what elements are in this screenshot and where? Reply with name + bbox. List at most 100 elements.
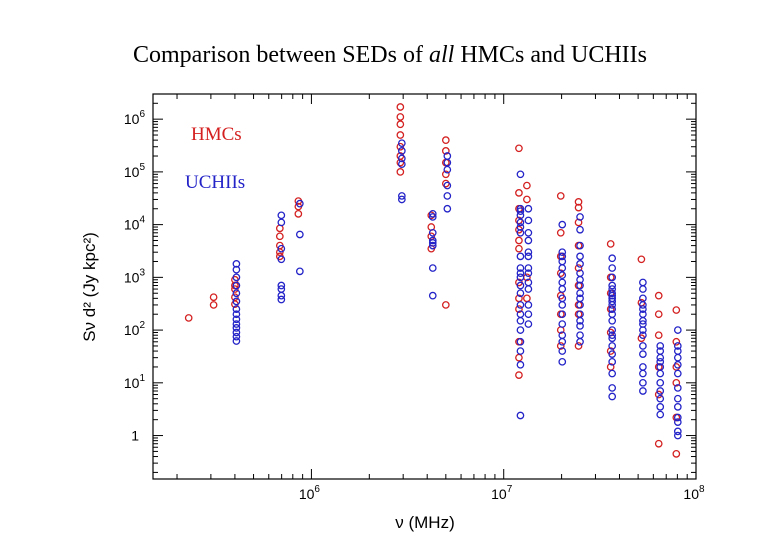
uchiis-point [295, 230, 304, 239]
uchiis-point [277, 295, 286, 304]
uchiis-point [656, 387, 665, 395]
uchiis-point [608, 301, 617, 309]
x-tick-exponent: 8 [699, 484, 705, 495]
uchiis-point [232, 265, 241, 274]
uchiis-point [524, 264, 533, 272]
y-tick-label: 103 [124, 267, 146, 285]
uchiis-point [608, 384, 617, 392]
legend-hmcs: HMCs [191, 124, 242, 145]
hmcs-point [184, 314, 193, 322]
uchiis-point [232, 328, 241, 337]
x-tick-base: 10 [683, 486, 699, 502]
uchiis-point [576, 241, 584, 250]
uchiis-point [558, 264, 567, 272]
hmcs-point [515, 236, 523, 245]
uchiis-point [656, 342, 665, 350]
hmcs-point [672, 337, 681, 346]
uchiis-point [232, 332, 241, 341]
x-tick-base: 10 [299, 486, 315, 502]
uchiis-point [524, 310, 533, 319]
uchiis-point [516, 337, 525, 346]
hmcs-point [574, 264, 583, 272]
uchiis-point [558, 337, 567, 346]
uchiis-point [608, 331, 617, 340]
y-tick-exponent: 6 [139, 109, 145, 120]
y-tick-exponent: 1 [139, 373, 145, 384]
uchiis-point [232, 297, 241, 306]
y-tick-label: 104 [124, 215, 146, 233]
hmcs-point [275, 232, 284, 241]
uchiis-point [639, 305, 647, 313]
hmcs-point [654, 310, 663, 319]
uchiis-point [397, 139, 406, 148]
hmcs-point [556, 228, 565, 237]
uchiis-point [524, 269, 533, 278]
x-tick-label: 107 [491, 484, 513, 502]
x-tick-exponent: 6 [314, 484, 320, 495]
uchiis-point [639, 326, 647, 334]
uchiis-point [524, 320, 533, 328]
y-tick-base: 10 [124, 322, 140, 338]
hmcs-point [574, 203, 583, 212]
uchiis-point [656, 410, 665, 419]
uchiis-point [277, 281, 286, 290]
uchiis-point [558, 220, 567, 229]
hmcs-point [556, 342, 565, 350]
uchiis-point [608, 281, 617, 290]
uchiis-point [673, 413, 682, 422]
hmcs-point [441, 170, 450, 179]
x-tick-base: 10 [491, 486, 507, 502]
uchiis-point [558, 347, 567, 355]
hmcs-point [654, 439, 663, 448]
uchiis-point [656, 353, 665, 362]
hmcs-point [654, 331, 663, 340]
uchiis-point [232, 315, 241, 324]
uchiis-point [397, 192, 406, 200]
uchiis-point [295, 199, 304, 208]
uchiis-point [232, 281, 241, 290]
uchiis-point [576, 289, 584, 298]
uchiis-point [232, 324, 241, 332]
legend-uchiis: UCHIIs [185, 172, 245, 193]
title-emphasis: all [428, 42, 455, 68]
hmcs-point [396, 131, 405, 139]
uchiis-point [277, 255, 286, 264]
uchiis-point [639, 316, 647, 325]
hmcs-point [556, 192, 565, 200]
uchiis-point [608, 326, 617, 334]
uchiis-point [443, 192, 452, 200]
uchiis-point [428, 236, 437, 245]
uchiis-point [524, 248, 533, 257]
uchiis-point [524, 236, 533, 245]
uchiis-point [673, 394, 682, 403]
uchiis-point [558, 278, 567, 287]
uchiis-point [608, 334, 617, 343]
y-tick-exponent: 5 [139, 162, 145, 173]
uchiis-point [558, 248, 567, 257]
uchiis-point [608, 273, 617, 282]
uchiis-point [428, 228, 437, 237]
uchiis-point [516, 207, 525, 216]
uchiis-point [277, 291, 286, 300]
uchiis-point [673, 418, 682, 426]
hmcs-point [441, 136, 450, 144]
uchiis-point [639, 278, 647, 287]
uchiis-point [639, 285, 647, 293]
hmcs-point [396, 103, 405, 111]
uchiis-point [295, 267, 304, 276]
uchiis-point [397, 160, 406, 169]
hmcs-point [672, 378, 681, 387]
hmcs-point [637, 255, 646, 264]
uchiis-point [277, 211, 286, 220]
hmcs-point [396, 158, 405, 167]
y-tick-exponent: 3 [139, 267, 145, 278]
title-suffix: HMCs and UCHIIs [454, 42, 647, 68]
uchiis-point [428, 291, 437, 300]
uchiis-point [397, 195, 406, 204]
hmcs-point [515, 353, 523, 362]
x-tick-label: 108 [683, 484, 705, 502]
uchiis-point [608, 350, 617, 358]
y-tick-exponent: 4 [139, 215, 145, 226]
hmcs-point [515, 305, 523, 313]
